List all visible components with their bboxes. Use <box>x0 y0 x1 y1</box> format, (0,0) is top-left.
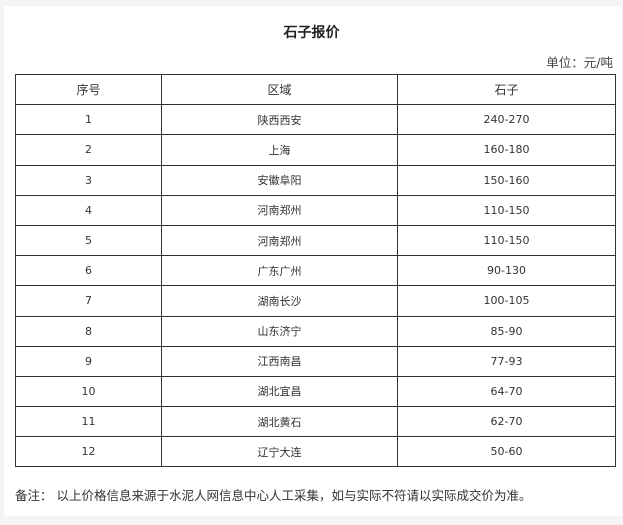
cell-index: 7 <box>15 285 162 317</box>
cell-price: 110-150 <box>397 224 616 257</box>
cell-index: 5 <box>15 224 162 257</box>
cell-price: 110-150 <box>397 194 616 226</box>
cell-index: 1 <box>15 104 162 136</box>
cell-region: 河南郑州 <box>161 224 398 257</box>
table-row: 11 湖北黄石 62-70 <box>15 406 616 438</box>
cell-price: 160-180 <box>397 134 616 166</box>
cell-index: 11 <box>15 406 162 438</box>
cell-index: 4 <box>15 194 162 226</box>
table-header-row: 序号 区域 石子 <box>15 73 616 106</box>
table-row: 3 安徽阜阳 150-160 <box>15 164 616 196</box>
cell-index: 8 <box>15 315 162 347</box>
price-table: 序号 区域 石子 1 陕西西安 240-270 2 上海 160-180 3 安徽阜阳 150-… <box>15 73 616 468</box>
table-row: 7 湖南长沙 100-105 <box>15 285 616 317</box>
table-row: 5 河南郑州 110-150 <box>15 224 616 257</box>
unit-label: 单位：元/吨 <box>546 55 613 70</box>
cell-price: 150-160 <box>397 164 616 196</box>
footnote: 备注： 以上价格信息来源于水泥人网信息中心人工采集，如与实际不符请以实际成交价为… <box>15 488 532 503</box>
cell-price: 240-270 <box>397 104 616 136</box>
table-row: 8 山东济宁 85-90 <box>15 315 616 347</box>
cell-index: 3 <box>15 164 162 196</box>
cell-price: 85-90 <box>397 315 616 347</box>
cell-price: 100-105 <box>397 285 616 317</box>
cell-index: 2 <box>15 134 162 166</box>
cell-index: 10 <box>15 375 162 408</box>
cell-price: 90-130 <box>397 255 616 287</box>
table-row: 4 河南郑州 110-150 <box>15 194 616 226</box>
table-row: 9 江西南昌 77-93 <box>15 345 616 377</box>
cell-region: 湖北宜昌 <box>161 375 398 408</box>
cell-region: 陕西西安 <box>161 104 398 136</box>
header-index: 序号 <box>15 73 162 106</box>
cell-index: 6 <box>15 255 162 287</box>
table-row: 2 上海 160-180 <box>15 134 616 166</box>
cell-region: 上海 <box>161 134 398 166</box>
table-row: 6 广东广州 90-130 <box>15 255 616 287</box>
cell-region: 广东广州 <box>161 255 398 287</box>
cell-price: 50-60 <box>397 436 616 468</box>
cell-index: 9 <box>15 345 162 377</box>
cell-region: 江西南昌 <box>161 345 398 377</box>
cell-region: 山东济宁 <box>161 315 398 347</box>
header-stone-price: 石子 <box>397 73 616 106</box>
table-row: 1 陕西西安 240-270 <box>15 104 616 136</box>
cell-price: 64-70 <box>397 375 616 408</box>
cell-region: 辽宁大连 <box>161 436 398 468</box>
cell-region: 河南郑州 <box>161 194 398 226</box>
table-row: 10 湖北宜昌 64-70 <box>15 375 616 408</box>
cell-region: 安徽阜阳 <box>161 164 398 196</box>
cell-price: 62-70 <box>397 406 616 438</box>
table-row: 12 辽宁大连 50-60 <box>15 436 616 468</box>
cell-price: 77-93 <box>397 345 616 377</box>
header-region: 区域 <box>161 73 398 106</box>
page-title: 石子报价 <box>283 25 340 41</box>
cell-region: 湖南长沙 <box>161 285 398 317</box>
cell-index: 12 <box>15 436 162 468</box>
cell-region: 湖北黄石 <box>161 406 398 438</box>
